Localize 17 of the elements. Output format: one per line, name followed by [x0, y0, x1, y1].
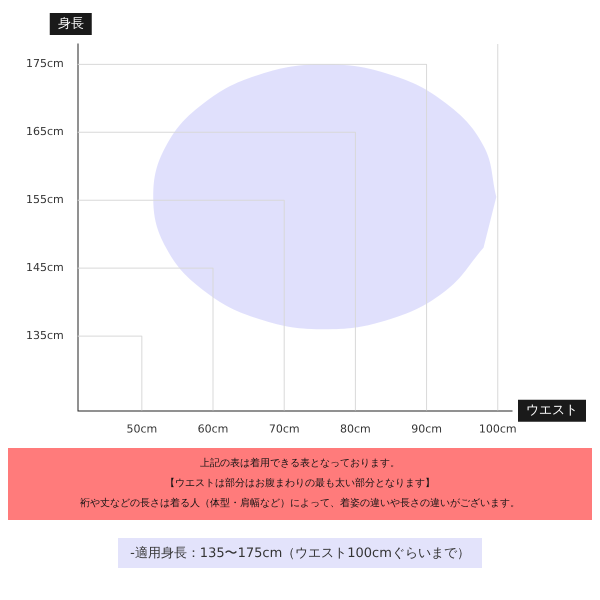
y-tick-label: 155cm: [26, 193, 64, 206]
x-tick-label: 100cm: [478, 422, 517, 436]
x-axis-title: ウエスト: [526, 403, 578, 418]
text: 裄や丈などの長さは着る人（体型・肩幅など）によって、着姿の違いや長さの違いがございます。: [79, 496, 521, 511]
x-tick-label: 80cm: [340, 422, 371, 436]
y-tick-label: 135cm: [26, 328, 64, 342]
y-tick-label: 145cm: [26, 261, 64, 274]
y-tick-label: 175cm: [26, 57, 64, 70]
x-tick-label: 50cm: [126, 422, 158, 436]
x-tick-label: 90cm: [411, 422, 442, 436]
text: 【ウエストは部分はお腹まわりの最も太い部分となります】: [164, 476, 436, 491]
y-axis-title: 身長: [58, 16, 84, 32]
x-tick-label: 70cm: [268, 422, 300, 436]
x-tick-label: 60cm: [198, 422, 228, 436]
y-tick-label: 165cm: [26, 125, 64, 138]
text: -適用身長：135〜175cm（ウエスト100cmぐらいまで）: [118, 538, 482, 568]
text: 上記の表は着用できる表となっております。: [199, 456, 401, 471]
